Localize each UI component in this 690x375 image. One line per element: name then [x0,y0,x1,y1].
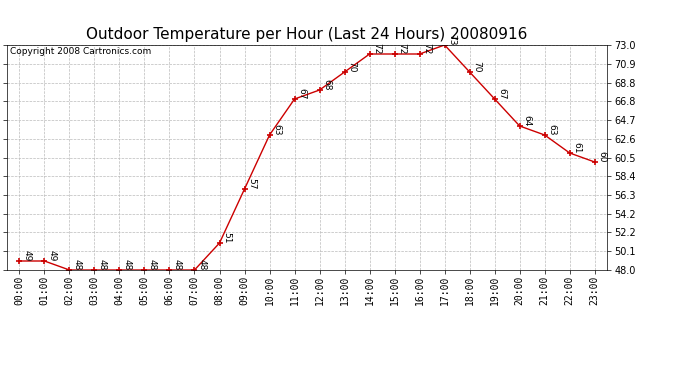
Text: 48: 48 [197,259,206,270]
Text: 64: 64 [522,115,531,126]
Text: 48: 48 [147,259,156,270]
Text: 61: 61 [573,142,582,153]
Text: 48: 48 [122,259,131,270]
Text: Copyright 2008 Cartronics.com: Copyright 2008 Cartronics.com [10,47,151,56]
Text: 51: 51 [222,232,231,243]
Text: 48: 48 [72,259,81,270]
Text: 57: 57 [247,178,256,189]
Text: 67: 67 [497,88,506,99]
Text: 70: 70 [347,61,356,72]
Text: 49: 49 [47,250,56,261]
Text: 63: 63 [273,124,282,135]
Text: 73: 73 [447,34,456,45]
Text: 60: 60 [598,151,607,162]
Text: 48: 48 [97,259,106,270]
Text: 72: 72 [373,43,382,54]
Text: 70: 70 [473,61,482,72]
Text: 48: 48 [172,259,181,270]
Title: Outdoor Temperature per Hour (Last 24 Hours) 20080916: Outdoor Temperature per Hour (Last 24 Ho… [86,27,528,42]
Text: 68: 68 [322,79,331,90]
Text: 63: 63 [547,124,556,135]
Text: 72: 72 [397,43,406,54]
Text: 67: 67 [297,88,306,99]
Text: 72: 72 [422,43,431,54]
Text: 49: 49 [22,250,31,261]
